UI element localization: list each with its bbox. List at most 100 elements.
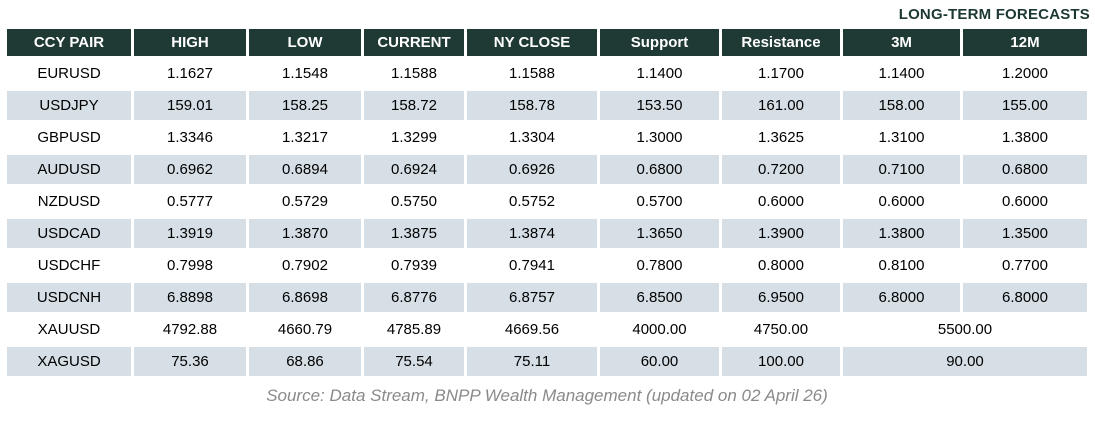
cell-12m: 1.2000 xyxy=(963,59,1087,88)
cell-low: 1.3217 xyxy=(249,123,361,152)
cell-high: 1.3346 xyxy=(134,123,246,152)
table-row-eurusd: EURUSD 1.1627 1.1548 1.1588 1.1588 1.140… xyxy=(7,59,1087,88)
panel-title: LONG-TERM FORECASTS xyxy=(898,6,1090,23)
col-header-support: Support xyxy=(600,29,719,56)
cell-high: 1.3919 xyxy=(134,219,246,248)
cell-support: 0.5700 xyxy=(600,187,719,216)
col-header-high: HIGH xyxy=(134,29,246,56)
fx-forecast-table: CCY PAIR HIGH LOW CURRENT NY CLOSE Suppo… xyxy=(4,26,1090,379)
cell-pair: USDCAD xyxy=(7,219,131,248)
fx-forecast-panel: LONG-TERM FORECASTS CCY PAIR HIGH LOW CU… xyxy=(4,6,1090,405)
cell-ny-close: 1.1588 xyxy=(467,59,597,88)
cell-resistance: 1.1700 xyxy=(722,59,840,88)
cell-low: 68.86 xyxy=(249,347,361,376)
cell-ny-close: 1.3874 xyxy=(467,219,597,248)
cell-high: 1.1627 xyxy=(134,59,246,88)
cell-3m: 0.7100 xyxy=(843,155,960,184)
cell-ny-close: 158.78 xyxy=(467,91,597,120)
cell-ny-close: 0.6926 xyxy=(467,155,597,184)
cell-pair: GBPUSD xyxy=(7,123,131,152)
cell-ny-close: 0.7941 xyxy=(467,251,597,280)
col-header-current: CURRENT xyxy=(364,29,464,56)
cell-12m: 1.3500 xyxy=(963,219,1087,248)
cell-support: 153.50 xyxy=(600,91,719,120)
cell-support: 6.8500 xyxy=(600,283,719,312)
cell-ny-close: 0.5752 xyxy=(467,187,597,216)
cell-ny-close: 1.3304 xyxy=(467,123,597,152)
cell-current: 1.3875 xyxy=(364,219,464,248)
cell-resistance: 1.3900 xyxy=(722,219,840,248)
cell-high: 4792.88 xyxy=(134,315,246,344)
cell-pair: XAUUSD xyxy=(7,315,131,344)
cell-resistance: 4750.00 xyxy=(722,315,840,344)
table-row-xagusd: XAGUSD 75.36 68.86 75.54 75.11 60.00 100… xyxy=(7,347,1087,376)
cell-3m: 6.8000 xyxy=(843,283,960,312)
cell-support: 4000.00 xyxy=(600,315,719,344)
table-row-gbpusd: GBPUSD 1.3346 1.3217 1.3299 1.3304 1.300… xyxy=(7,123,1087,152)
cell-current: 75.54 xyxy=(364,347,464,376)
cell-low: 1.1548 xyxy=(249,59,361,88)
cell-12m: 0.6000 xyxy=(963,187,1087,216)
cell-pair: USDJPY xyxy=(7,91,131,120)
cell-high: 6.8898 xyxy=(134,283,246,312)
table-row-usdcnh: USDCNH 6.8898 6.8698 6.8776 6.8757 6.850… xyxy=(7,283,1087,312)
cell-resistance: 0.7200 xyxy=(722,155,840,184)
cell-high: 159.01 xyxy=(134,91,246,120)
col-header-resistance: Resistance xyxy=(722,29,840,56)
table-row-usdjpy: USDJPY 159.01 158.25 158.72 158.78 153.5… xyxy=(7,91,1087,120)
cell-support: 0.7800 xyxy=(600,251,719,280)
cell-pair: XAGUSD xyxy=(7,347,131,376)
table-row-nzdusd: NZDUSD 0.5777 0.5729 0.5750 0.5752 0.570… xyxy=(7,187,1087,216)
cell-pair: AUDUSD xyxy=(7,155,131,184)
cell-forecast-merged: 5500.00 xyxy=(843,315,1087,344)
cell-current: 0.7939 xyxy=(364,251,464,280)
cell-support: 1.3000 xyxy=(600,123,719,152)
cell-low: 0.7902 xyxy=(249,251,361,280)
cell-12m: 155.00 xyxy=(963,91,1087,120)
cell-support: 1.1400 xyxy=(600,59,719,88)
cell-3m: 1.3100 xyxy=(843,123,960,152)
col-header-ccy-pair: CCY PAIR xyxy=(7,29,131,56)
cell-support: 60.00 xyxy=(600,347,719,376)
cell-resistance: 0.6000 xyxy=(722,187,840,216)
cell-high: 75.36 xyxy=(134,347,246,376)
cell-resistance: 0.8000 xyxy=(722,251,840,280)
table-row-xauusd: XAUUSD 4792.88 4660.79 4785.89 4669.56 4… xyxy=(7,315,1087,344)
cell-low: 0.6894 xyxy=(249,155,361,184)
cell-low: 6.8698 xyxy=(249,283,361,312)
cell-current: 0.5750 xyxy=(364,187,464,216)
cell-low: 1.3870 xyxy=(249,219,361,248)
table-row-usdchf: USDCHF 0.7998 0.7902 0.7939 0.7941 0.780… xyxy=(7,251,1087,280)
cell-ny-close: 4669.56 xyxy=(467,315,597,344)
cell-current: 6.8776 xyxy=(364,283,464,312)
cell-12m: 1.3800 xyxy=(963,123,1087,152)
cell-low: 158.25 xyxy=(249,91,361,120)
cell-3m: 1.3800 xyxy=(843,219,960,248)
source-note: Source: Data Stream, BNPP Wealth Managem… xyxy=(266,386,828,405)
col-header-ny-close: NY CLOSE xyxy=(467,29,597,56)
cell-support: 0.6800 xyxy=(600,155,719,184)
cell-current: 0.6924 xyxy=(364,155,464,184)
cell-resistance: 1.3625 xyxy=(722,123,840,152)
cell-ny-close: 75.11 xyxy=(467,347,597,376)
cell-resistance: 6.9500 xyxy=(722,283,840,312)
cell-3m: 158.00 xyxy=(843,91,960,120)
cell-3m: 1.1400 xyxy=(843,59,960,88)
cell-pair: USDCNH xyxy=(7,283,131,312)
header-row: CCY PAIR HIGH LOW CURRENT NY CLOSE Suppo… xyxy=(7,29,1087,56)
table-row-usdcad: USDCAD 1.3919 1.3870 1.3875 1.3874 1.365… xyxy=(7,219,1087,248)
table-row-audusd: AUDUSD 0.6962 0.6894 0.6924 0.6926 0.680… xyxy=(7,155,1087,184)
cell-current: 1.1588 xyxy=(364,59,464,88)
col-header-3m: 3M xyxy=(843,29,960,56)
cell-low: 4660.79 xyxy=(249,315,361,344)
cell-high: 0.7998 xyxy=(134,251,246,280)
cell-12m: 6.8000 xyxy=(963,283,1087,312)
cell-support: 1.3650 xyxy=(600,219,719,248)
cell-pair: EURUSD xyxy=(7,59,131,88)
col-header-low: LOW xyxy=(249,29,361,56)
cell-12m: 0.6800 xyxy=(963,155,1087,184)
cell-3m: 0.8100 xyxy=(843,251,960,280)
cell-12m: 0.7700 xyxy=(963,251,1087,280)
cell-pair: NZDUSD xyxy=(7,187,131,216)
cell-high: 0.6962 xyxy=(134,155,246,184)
